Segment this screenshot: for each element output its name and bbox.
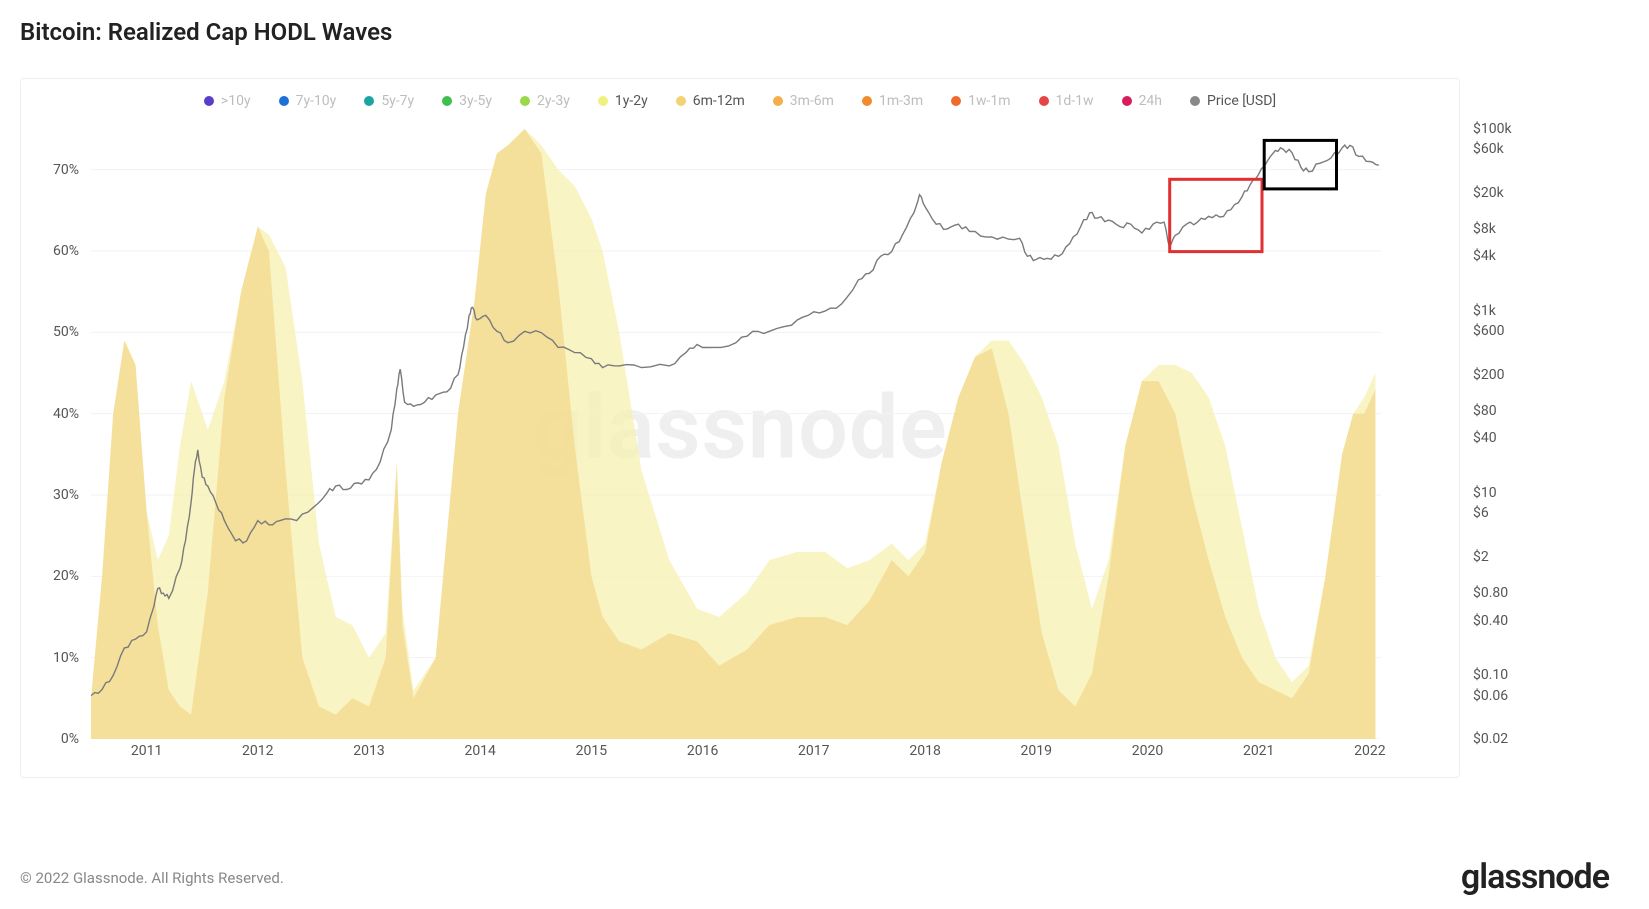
plot-area	[91, 129, 1381, 739]
x-tick: 2017	[798, 743, 829, 759]
y-right-tick: $6	[1473, 505, 1489, 521]
y-left-tick: 60%	[53, 243, 79, 259]
y-right-tick: $2	[1473, 549, 1489, 565]
chart-title: Bitcoin: Realized Cap HODL Waves	[20, 18, 392, 46]
y-right-tick: $4k	[1473, 248, 1496, 264]
legend-dot-icon	[204, 96, 214, 106]
y-right-tick: $200	[1473, 367, 1504, 383]
x-tick: 2019	[1021, 743, 1052, 759]
legend-item--10y[interactable]: >10y	[204, 93, 251, 109]
y-right-tick: $0.80	[1473, 585, 1508, 601]
y-left-axis-labels: 0%10%20%30%40%50%60%70%	[21, 129, 85, 739]
x-tick: 2020	[1132, 743, 1163, 759]
legend-dot-icon	[951, 96, 961, 106]
y-right-tick: $10	[1473, 485, 1497, 501]
legend-label: 3y-5y	[459, 93, 492, 109]
legend-label: 6m-12m	[693, 93, 745, 109]
legend-label: >10y	[221, 93, 251, 109]
chart-legend: >10y 7y-10y 5y-7y 3y-5y 2y-3y 1y-2y 6m-12m 3m-6…	[21, 93, 1459, 109]
y-right-tick: $0.06	[1473, 688, 1508, 704]
legend-item-1d-1w[interactable]: 1d-1w	[1039, 93, 1094, 109]
legend-dot-icon	[773, 96, 783, 106]
legend-dot-icon	[364, 96, 374, 106]
y-right-tick: $1k	[1473, 303, 1496, 319]
legend-dot-icon	[676, 96, 686, 106]
legend-dot-icon	[598, 96, 608, 106]
y-left-tick: 0%	[61, 731, 79, 747]
chart-svg	[91, 129, 1381, 739]
legend-item-1y-2y[interactable]: 1y-2y	[598, 93, 648, 109]
x-tick: 2011	[131, 743, 162, 759]
legend-item-1m-3m[interactable]: 1m-3m	[862, 93, 923, 109]
legend-dot-icon	[520, 96, 530, 106]
y-right-tick: $100k	[1473, 121, 1512, 137]
legend-item-3y-5y[interactable]: 3y-5y	[442, 93, 492, 109]
y-right-tick: $600	[1473, 323, 1504, 339]
legend-dot-icon	[279, 96, 289, 106]
legend-dot-icon	[442, 96, 452, 106]
y-right-tick: $80	[1473, 403, 1497, 419]
x-tick: 2015	[576, 743, 607, 759]
legend-item-5y-7y[interactable]: 5y-7y	[364, 93, 414, 109]
y-left-tick: 20%	[53, 568, 79, 584]
legend-label: 2y-3y	[537, 93, 570, 109]
y-left-tick: 70%	[53, 162, 79, 178]
legend-item-24h[interactable]: 24h	[1122, 93, 1162, 109]
y-right-tick: $0.02	[1473, 731, 1508, 747]
y-right-tick: $60k	[1473, 141, 1504, 157]
legend-label: 1m-3m	[879, 93, 923, 109]
legend-item-1w-1m[interactable]: 1w-1m	[951, 93, 1010, 109]
legend-item-7y-10y[interactable]: 7y-10y	[279, 93, 337, 109]
y-left-tick: 40%	[53, 406, 79, 422]
legend-label: 7y-10y	[296, 93, 337, 109]
x-tick: 2021	[1243, 743, 1274, 759]
legend-label: 1y-2y	[615, 93, 648, 109]
chart-container: >10y 7y-10y 5y-7y 3y-5y 2y-3y 1y-2y 6m-12m 3m-6…	[20, 78, 1460, 778]
y-right-tick: $0.10	[1473, 667, 1508, 683]
legend-label: 1d-1w	[1056, 93, 1094, 109]
legend-label: Price [USD]	[1207, 93, 1276, 109]
x-tick: 2014	[464, 743, 495, 759]
legend-item-price-usd-[interactable]: Price [USD]	[1190, 93, 1276, 109]
footer-brand: glassnode	[1461, 857, 1609, 897]
x-tick: 2012	[242, 743, 273, 759]
legend-dot-icon	[1190, 96, 1200, 106]
x-tick: 2022	[1354, 743, 1385, 759]
legend-item-6m-12m[interactable]: 6m-12m	[676, 93, 745, 109]
x-tick: 2013	[353, 743, 384, 759]
legend-item-2y-3y[interactable]: 2y-3y	[520, 93, 570, 109]
y-right-tick: $8k	[1473, 221, 1496, 237]
y-left-tick: 30%	[53, 487, 79, 503]
legend-label: 1w-1m	[968, 93, 1010, 109]
y-right-tick: $40	[1473, 430, 1497, 446]
legend-label: 24h	[1139, 93, 1162, 109]
legend-dot-icon	[1039, 96, 1049, 106]
legend-dot-icon	[862, 96, 872, 106]
legend-item-3m-6m[interactable]: 3m-6m	[773, 93, 834, 109]
legend-label: 5y-7y	[381, 93, 414, 109]
x-tick: 2016	[687, 743, 718, 759]
y-left-tick: 50%	[53, 324, 79, 340]
y-right-axis-labels: $0.02$0.06$0.10$0.40$0.80$2$6$10$40$80$2…	[1467, 129, 1537, 739]
y-right-tick: $20k	[1473, 185, 1504, 201]
y-right-tick: $0.40	[1473, 613, 1508, 629]
legend-dot-icon	[1122, 96, 1132, 106]
legend-label: 3m-6m	[790, 93, 834, 109]
footer-copyright: © 2022 Glassnode. All Rights Reserved.	[20, 869, 284, 887]
x-tick: 2018	[909, 743, 940, 759]
y-left-tick: 10%	[53, 650, 79, 666]
